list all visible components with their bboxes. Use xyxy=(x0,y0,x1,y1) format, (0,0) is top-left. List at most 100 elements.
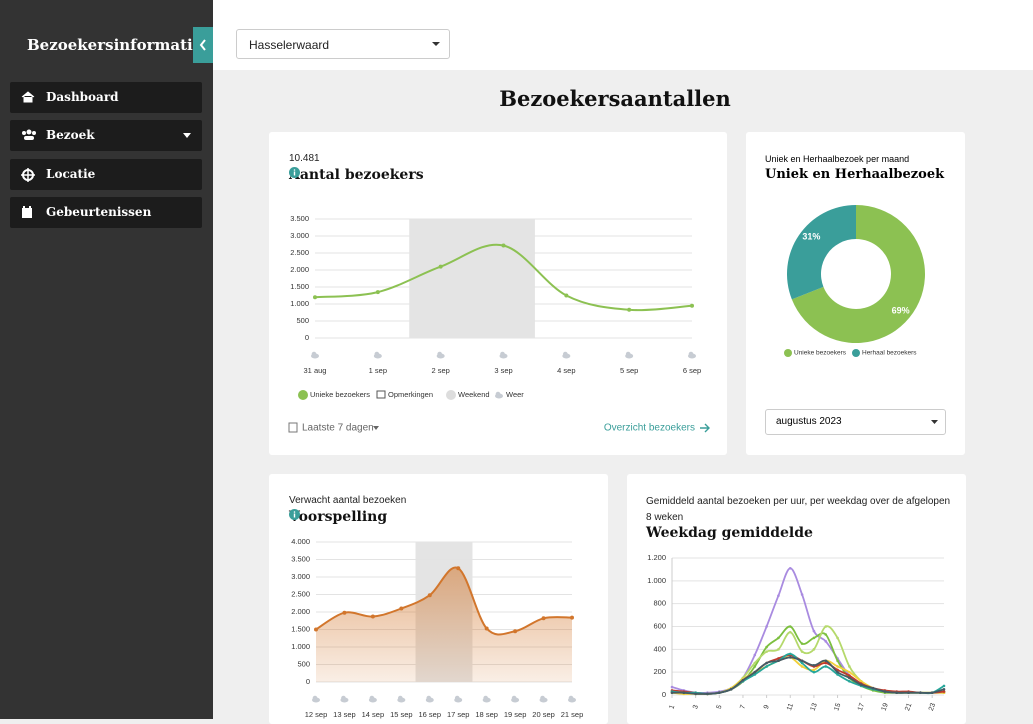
x-tick-label: 5 xyxy=(716,704,724,710)
y-tick-label: 800 xyxy=(653,599,666,608)
menu-label: Locatie xyxy=(46,167,96,181)
y-tick-label: 3.500 xyxy=(291,554,310,563)
point xyxy=(670,691,674,695)
app-title: Bezoekersinformatie xyxy=(27,36,203,54)
legend-swatch xyxy=(852,349,860,357)
y-tick-label: 200 xyxy=(653,667,666,676)
sidebar-toggle[interactable] xyxy=(193,27,213,63)
point xyxy=(777,659,780,663)
sidebar: Bezoekersinformatie Dashboard Bezoek Loc… xyxy=(0,0,213,719)
x-tick-label: 1 xyxy=(668,704,676,710)
overview-link[interactable]: Overzicht bezoekers xyxy=(604,423,695,434)
point xyxy=(777,657,780,660)
line xyxy=(671,625,945,695)
menu-item[interactable]: Dashboard xyxy=(10,82,202,113)
point xyxy=(627,307,632,312)
weather-icon xyxy=(369,695,375,701)
point xyxy=(741,678,745,682)
line xyxy=(671,567,944,694)
point xyxy=(399,606,404,611)
weather-icon xyxy=(483,695,488,701)
point xyxy=(777,636,780,640)
chart: 0 500 1.000 1.500 2.000 2.500 3.000 3.500 31 aug… xyxy=(288,214,710,434)
weather-icon xyxy=(500,351,505,357)
x-tick-label: 15 sep xyxy=(390,710,413,719)
point xyxy=(765,665,768,668)
point xyxy=(765,650,768,653)
point xyxy=(942,687,946,691)
point xyxy=(427,593,432,598)
y-tick-label: 2.500 xyxy=(290,248,309,257)
x-tick-label: 21 xyxy=(904,702,913,712)
point xyxy=(907,691,910,695)
point xyxy=(753,653,757,657)
point xyxy=(800,650,804,653)
caret xyxy=(931,420,938,424)
point xyxy=(753,661,757,665)
x-tick-label: 15 xyxy=(833,702,842,712)
x-tick-label: 3 sep xyxy=(494,366,512,375)
card: 69% Unieke bezoekers 31% Herhaal bezoekers … xyxy=(746,132,965,455)
weather-icon xyxy=(437,351,442,357)
point xyxy=(370,614,375,619)
menu-item[interactable]: Locatie xyxy=(10,159,202,190)
toggle-icon xyxy=(199,39,206,51)
y-tick-label: 500 xyxy=(297,659,310,668)
x-tick-label: 5 sep xyxy=(620,366,638,375)
point xyxy=(848,674,851,677)
title-text: Aantal bezoekers xyxy=(289,167,424,183)
y-tick-label: 1.000 xyxy=(290,299,309,308)
x-tick-label: 4 sep xyxy=(557,366,575,375)
point xyxy=(883,690,887,693)
menu-item[interactable]: Gebeurtenissen xyxy=(10,197,202,228)
icon xyxy=(21,91,35,103)
info-icon[interactable] xyxy=(289,509,300,520)
info-icon[interactable] xyxy=(289,167,300,178)
point xyxy=(788,656,792,659)
point xyxy=(859,680,863,683)
weather-icon xyxy=(688,351,694,357)
point xyxy=(812,664,816,667)
arrow xyxy=(700,423,710,433)
y-tick-label: 2.000 xyxy=(290,265,309,274)
point xyxy=(694,692,697,696)
month-select[interactable]: augustus 2023 xyxy=(765,409,946,435)
legend-label: Weekend xyxy=(458,390,490,399)
chart-title: Aantal bezoekers xyxy=(289,167,424,183)
point xyxy=(765,625,768,628)
point xyxy=(824,625,828,628)
point xyxy=(848,676,851,680)
card: 0 200 400 600 800 1.000 1.200 1 3 5 7 9 11 13 15 17 19 21… xyxy=(627,474,966,724)
card: 0 500 1.000 1.500 2.000 2.500 3.000 3.500 4.000 1… xyxy=(269,474,608,724)
x-tick-label: 9 xyxy=(763,704,771,710)
x-tick-label: 19 sep xyxy=(504,710,527,719)
x-tick-label: 17 xyxy=(857,702,866,712)
card: 0 500 1.000 1.500 2.000 2.500 3.000 3.500 31 aug… xyxy=(269,132,727,455)
period-select[interactable]: Laatste 7 dagen xyxy=(302,423,374,434)
caret xyxy=(183,133,191,138)
weather-icon xyxy=(511,695,517,701)
x-tick-label: 23 xyxy=(928,702,937,712)
point xyxy=(848,665,851,668)
caret xyxy=(373,426,379,430)
line xyxy=(315,566,573,636)
x-tick-label: 7 xyxy=(739,704,747,710)
line xyxy=(671,625,944,695)
point xyxy=(919,691,922,695)
x-tick-label: 21 sep xyxy=(561,710,584,719)
y-tick-label: 0 xyxy=(662,690,666,699)
weekend-band xyxy=(409,219,535,338)
line xyxy=(671,654,945,695)
menu-item[interactable]: Bezoek xyxy=(10,120,202,151)
select-label: Hasselerwaard xyxy=(249,38,330,52)
icon xyxy=(22,206,32,218)
location-select[interactable]: Hasselerwaard xyxy=(236,29,450,59)
point xyxy=(513,629,518,634)
legend-swatch xyxy=(784,349,792,357)
point xyxy=(501,243,506,248)
icon xyxy=(21,168,35,182)
point xyxy=(729,687,733,691)
point xyxy=(788,630,792,634)
point xyxy=(314,627,318,632)
